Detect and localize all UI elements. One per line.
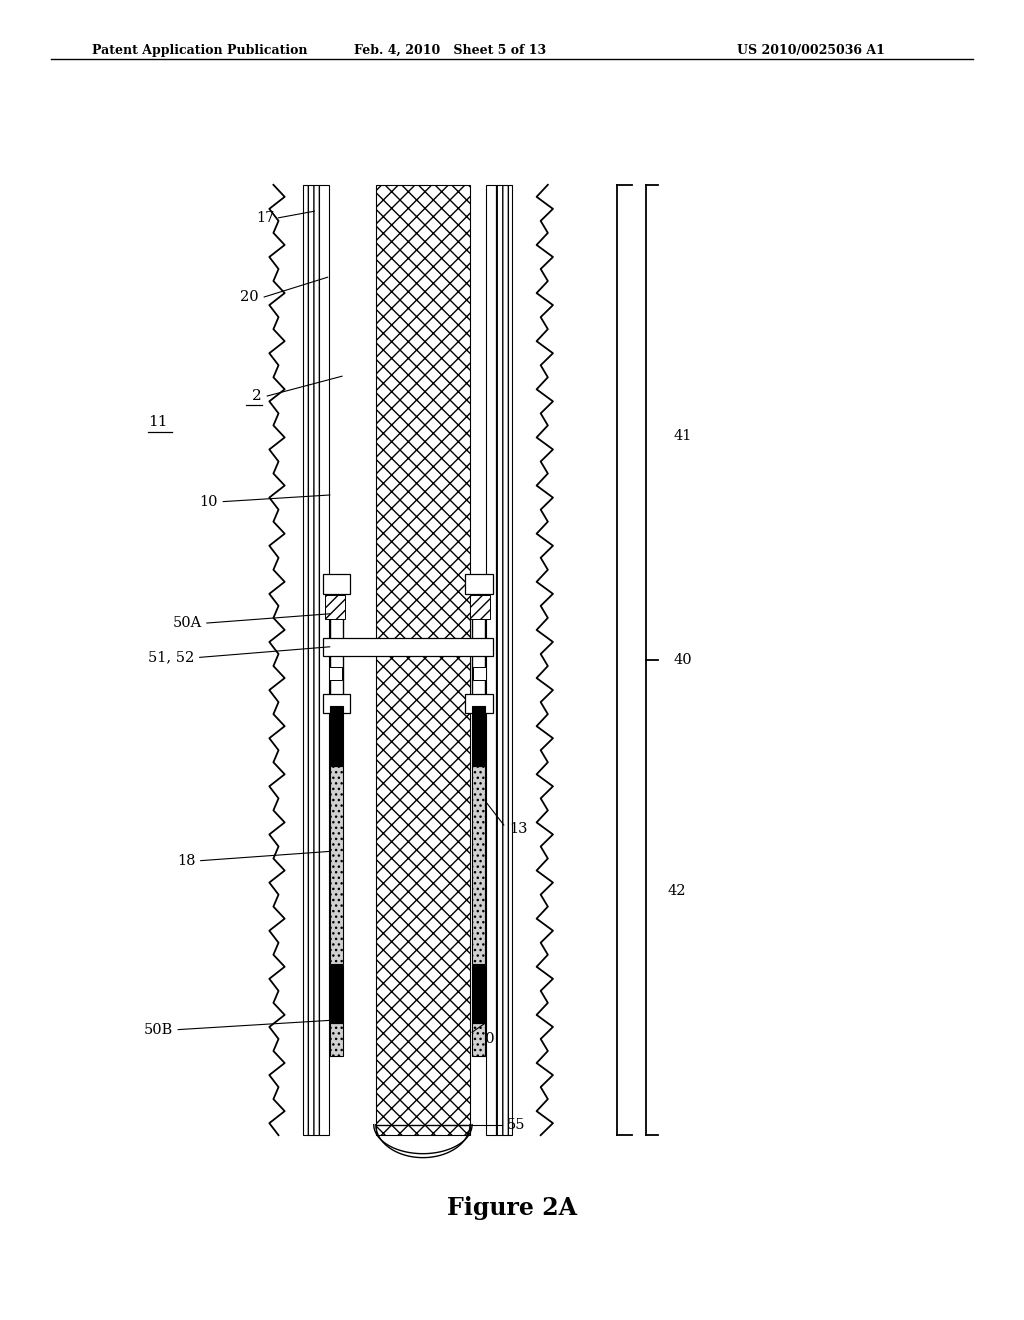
Text: 55: 55 — [507, 1118, 525, 1131]
Text: Figure 2A: Figure 2A — [447, 1196, 577, 1220]
Bar — [325, 595, 345, 619]
Bar — [376, 185, 470, 1135]
Text: 40: 40 — [674, 653, 692, 667]
Text: US 2010/0025036 A1: US 2010/0025036 A1 — [737, 44, 885, 57]
Text: 41: 41 — [674, 429, 692, 442]
Text: Patent Application Publication: Patent Application Publication — [92, 44, 307, 57]
Bar — [486, 185, 496, 1135]
Bar — [330, 581, 343, 706]
Bar — [329, 667, 342, 680]
Text: 10: 10 — [200, 495, 218, 508]
Bar — [465, 694, 493, 713]
Text: 50: 50 — [477, 1032, 496, 1045]
Bar — [496, 185, 512, 1135]
Bar — [330, 766, 343, 964]
Bar — [303, 185, 319, 1135]
Bar — [319, 185, 329, 1135]
Text: 13: 13 — [509, 822, 527, 836]
Bar — [472, 965, 485, 1023]
Bar — [323, 574, 350, 594]
Bar — [323, 638, 493, 656]
Text: 17: 17 — [256, 211, 274, 224]
Bar — [472, 581, 485, 706]
Bar — [465, 574, 493, 594]
Bar — [330, 706, 343, 766]
Text: 11: 11 — [148, 416, 168, 429]
Bar — [472, 766, 485, 964]
Text: 20: 20 — [241, 290, 259, 304]
Bar — [323, 694, 350, 713]
Bar — [472, 706, 485, 766]
Text: 18: 18 — [177, 854, 196, 867]
Bar — [470, 595, 490, 619]
Bar — [473, 667, 486, 680]
Text: Feb. 4, 2010   Sheet 5 of 13: Feb. 4, 2010 Sheet 5 of 13 — [354, 44, 547, 57]
Text: 42: 42 — [668, 884, 686, 898]
Text: 51, 52: 51, 52 — [148, 651, 195, 664]
Text: 2: 2 — [252, 389, 262, 403]
Bar — [472, 1023, 485, 1056]
Bar — [330, 965, 343, 1023]
Text: 50B: 50B — [143, 1023, 173, 1036]
Bar — [330, 1023, 343, 1056]
Text: 50A: 50A — [172, 616, 202, 630]
